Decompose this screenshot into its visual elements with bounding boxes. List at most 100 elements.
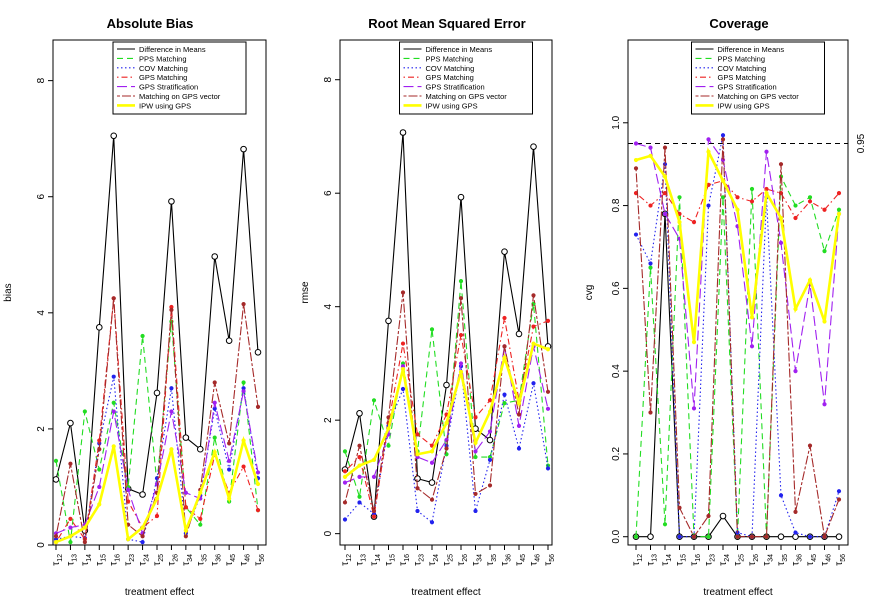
data-point — [212, 380, 217, 385]
data-point — [516, 446, 522, 451]
data-point — [429, 327, 435, 332]
data-point — [531, 293, 536, 298]
data-point — [662, 191, 668, 196]
data-point — [97, 447, 102, 452]
data-point — [836, 191, 842, 196]
data-point — [140, 525, 145, 530]
series-line-1 — [55, 135, 259, 531]
legend-label: COV Matching — [718, 64, 767, 73]
data-point — [502, 315, 507, 321]
data-point — [342, 469, 348, 474]
y-tick-label: 2 — [36, 426, 47, 432]
data-point — [458, 332, 464, 338]
data-point — [371, 457, 377, 462]
data-point — [502, 392, 507, 397]
data-point — [241, 438, 246, 443]
data-point — [357, 463, 362, 468]
y-tick-label: 4 — [323, 303, 334, 309]
data-point — [198, 490, 203, 495]
y-tick-label: 0 — [36, 542, 47, 548]
data-point — [836, 489, 842, 494]
series-line-5 — [344, 346, 549, 484]
x-tick-label: τ35 — [776, 554, 789, 566]
data-point — [487, 409, 493, 414]
data-point — [530, 143, 537, 150]
x-tick-label: τ46 — [820, 554, 833, 566]
x-tick-label: τ25 — [733, 554, 746, 566]
legend-box — [112, 41, 247, 115]
data-point — [647, 533, 654, 541]
data-point — [836, 211, 842, 216]
legend-label: Difference in Means — [718, 45, 785, 54]
data-point — [67, 419, 74, 427]
data-point — [183, 528, 188, 533]
y-tick-label: 4 — [36, 310, 47, 316]
data-point — [183, 505, 188, 510]
data-point — [662, 211, 668, 216]
data-point — [68, 461, 73, 466]
data-point — [793, 530, 798, 535]
data-point — [473, 415, 478, 420]
data-point — [720, 178, 726, 183]
data-point — [501, 248, 508, 255]
data-point — [400, 386, 406, 392]
data-point — [111, 400, 116, 405]
data-point — [429, 460, 435, 465]
data-point — [706, 534, 711, 539]
data-point — [486, 436, 494, 444]
data-point — [822, 249, 827, 254]
data-point — [793, 509, 798, 514]
data-point — [169, 447, 174, 452]
y-tick-label: 0.4 — [611, 364, 622, 378]
data-point — [183, 534, 188, 539]
data-point — [140, 534, 145, 539]
x-tick-label: τ15 — [384, 554, 397, 566]
data-point — [82, 539, 87, 545]
data-point — [807, 195, 813, 200]
data-point — [428, 479, 436, 486]
data-point — [182, 434, 190, 441]
data-point — [53, 534, 59, 539]
data-point — [778, 162, 784, 167]
chart-panel-1: Absolute Bias 0 2 4 6 8 bias τ12τ13τ14τ15τ16τ23… — [3, 16, 267, 598]
data-point — [706, 203, 711, 208]
y-tick-label: 8 — [36, 77, 47, 83]
data-point — [807, 443, 813, 448]
data-point — [502, 355, 507, 360]
y-tick-label: 8 — [323, 77, 334, 83]
chart-title: Absolute Bias — [107, 16, 194, 31]
data-point — [169, 307, 174, 313]
data-point — [793, 215, 798, 221]
data-point — [400, 290, 406, 295]
data-point — [400, 341, 406, 346]
data-point — [198, 522, 203, 527]
x-tick-label: τ36 — [210, 554, 223, 566]
chart-panel-3: Coverage0.00.20.40.60.81.0cvgτ12τ13τ14τ1… — [584, 16, 867, 598]
data-point — [386, 443, 391, 448]
data-point — [183, 490, 188, 495]
legend-label: Difference in Means — [139, 45, 206, 54]
data-point — [357, 454, 362, 460]
y-tick-label: 0.6 — [611, 281, 622, 295]
x-tick-label: τ46 — [239, 554, 252, 566]
legend-label: GPS Stratification — [426, 83, 485, 92]
data-point — [342, 517, 348, 522]
data-point — [227, 496, 232, 501]
chart-title: Root Mean Squared Error — [368, 16, 525, 31]
x-tick-label: τ34 — [471, 554, 484, 566]
data-point — [822, 534, 827, 539]
legend-label: COV Matching — [139, 64, 188, 73]
data-point — [414, 475, 421, 482]
data-point — [444, 420, 449, 426]
y-axis-label: rmse — [300, 281, 311, 304]
data-point — [68, 539, 73, 545]
data-point — [822, 207, 827, 212]
data-point — [241, 464, 246, 469]
data-point — [778, 240, 784, 245]
x-tick-label: τ13 — [646, 554, 659, 566]
x-tick-label: τ23 — [123, 554, 136, 566]
data-point — [706, 182, 711, 187]
data-point — [110, 132, 118, 140]
data-point — [168, 198, 175, 205]
